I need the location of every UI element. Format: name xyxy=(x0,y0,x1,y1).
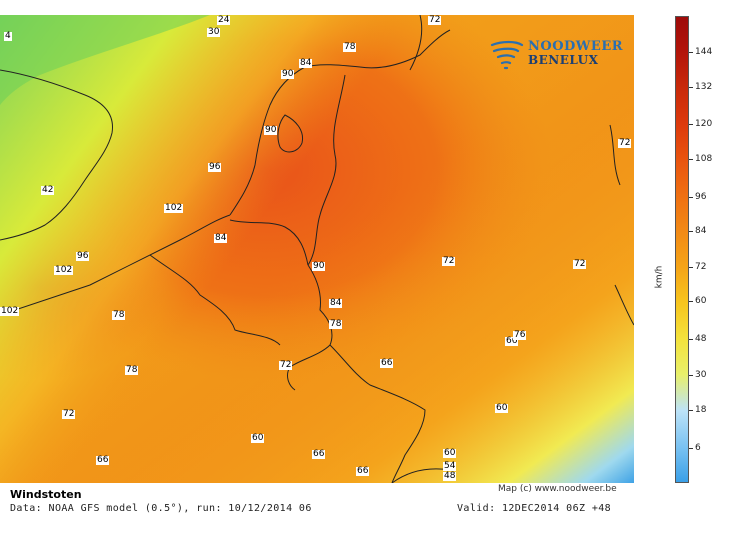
gust-value-label: 90 xyxy=(281,69,295,79)
gust-value-label: 78 xyxy=(112,310,126,320)
gust-value-label: 90 xyxy=(312,261,326,271)
gust-value-label: 60 xyxy=(443,448,457,458)
gust-value-label: 96 xyxy=(208,162,222,172)
colorbar-tick xyxy=(689,410,693,411)
map-title: Windstoten xyxy=(10,488,82,501)
gust-value-label: 72 xyxy=(442,256,456,266)
colorbar-tick-label: 18 xyxy=(695,405,707,415)
colorbar-tick-label: 84 xyxy=(695,226,707,236)
tornado-logo-icon xyxy=(490,40,524,70)
gust-value-label: 102 xyxy=(54,265,74,275)
colorbar-tick xyxy=(689,339,693,340)
colorbar-tick xyxy=(689,375,693,376)
gust-value-label: 90 xyxy=(264,125,278,135)
colorbar-tick xyxy=(689,197,693,198)
colorbar-tick-label: 48 xyxy=(695,334,707,344)
logo-line1: NOODWEER xyxy=(528,39,624,54)
colorbar-tick xyxy=(689,87,693,88)
colorbar-tick xyxy=(689,301,693,302)
colorbar-tick xyxy=(689,231,693,232)
map-canvas xyxy=(0,15,634,483)
noodweer-benelux-logo: NOODWEER BENELUX xyxy=(488,39,628,73)
gust-value-label: 60 xyxy=(251,433,265,443)
gust-value-label: 42 xyxy=(41,185,55,195)
gust-value-label: 84 xyxy=(299,58,313,68)
colorbar-unit: km/h xyxy=(654,265,665,289)
colorbar-tick-label: 72 xyxy=(695,262,707,272)
map-credit: Map (c) www.noodweer.be xyxy=(498,484,617,494)
colorbar-tick-label: 96 xyxy=(695,192,707,202)
colorbar-tick-label: 120 xyxy=(695,119,713,129)
colorbar-tick-label: 6 xyxy=(695,443,701,453)
gust-value-label: 78 xyxy=(329,319,343,329)
gust-value-label: 76 xyxy=(513,330,527,340)
gust-value-label: 4 xyxy=(4,31,12,41)
gust-value-label: 78 xyxy=(343,42,357,52)
colorbar-tick-label: 132 xyxy=(695,82,713,92)
colorbar-tick-label: 108 xyxy=(695,154,713,164)
gust-value-label: 72 xyxy=(62,409,76,419)
gust-value-label: 72 xyxy=(428,15,442,25)
gust-value-label: 66 xyxy=(505,336,519,346)
colorbar-tick xyxy=(689,159,693,160)
gust-value-label: 54 xyxy=(443,461,457,471)
gust-value-label: 72 xyxy=(618,138,632,148)
gust-value-label: 102 xyxy=(164,203,184,213)
gust-value-label: 102 xyxy=(0,306,20,316)
wind-gust-map: NOODWEER BENELUX xyxy=(0,15,634,483)
gust-value-label: 60 xyxy=(495,403,509,413)
gust-value-label: 72 xyxy=(573,259,587,269)
colorbar-tick xyxy=(689,267,693,268)
gust-value-label: 66 xyxy=(380,358,394,368)
colorbar-tick xyxy=(689,448,693,449)
colorbar-tick xyxy=(689,124,693,125)
valid-time: Valid: 12DEC2014 06Z +48 xyxy=(457,503,612,514)
gust-value-label: 78 xyxy=(125,365,139,375)
logo-line2: BENELUX xyxy=(528,53,599,67)
gust-value-label: 66 xyxy=(356,466,370,476)
colorbar-tick xyxy=(689,52,693,53)
gust-value-label: 24 xyxy=(217,15,231,25)
gust-value-label: 72 xyxy=(279,360,293,370)
gust-value-label: 30 xyxy=(207,27,221,37)
gust-value-label: 84 xyxy=(214,233,228,243)
gust-value-label: 66 xyxy=(96,455,110,465)
colorbar-tick-label: 30 xyxy=(695,370,707,380)
gust-value-label: 66 xyxy=(312,449,326,459)
gust-value-label: 84 xyxy=(329,298,343,308)
gust-value-label: 96 xyxy=(76,251,90,261)
colorbar-tick-label: 60 xyxy=(695,296,707,306)
model-run-info: Data: NOAA GFS model (0.5°), run: 10/12/… xyxy=(10,503,312,514)
gust-value-label: 48 xyxy=(443,471,457,481)
colorbar xyxy=(675,16,689,483)
colorbar-tick-label: 144 xyxy=(695,47,713,57)
